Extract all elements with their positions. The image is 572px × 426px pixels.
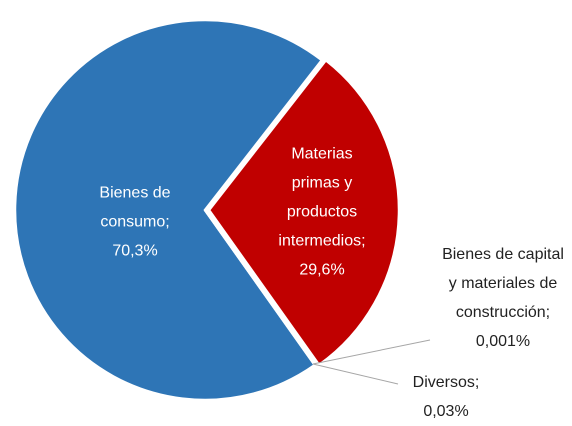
category-label: Bienes de consumo; (99, 184, 171, 231)
value-label: 0,001% (475, 333, 531, 350)
pie-slice (13, 18, 324, 402)
pie-slice (207, 58, 401, 367)
category-label: Diversos; (412, 374, 480, 391)
value-label: 70,3% (112, 242, 158, 260)
data-label: Diversos; 0,03% (401, 368, 491, 426)
category-label: Bienes de capital y materiales de constr… (442, 246, 564, 321)
category-label: Materias primas y productos intermedios; (278, 145, 366, 250)
leader-line (312, 339, 431, 365)
value-label: 29,6% (299, 261, 345, 279)
value-label: 0,03% (423, 403, 469, 420)
data-label: Bienes de consumo; 70,3% (89, 179, 181, 266)
leader-line (312, 363, 399, 385)
data-label: Materias primas y productos intermedios;… (271, 140, 373, 285)
data-label: Bienes de capital y materiales de constr… (442, 240, 564, 356)
